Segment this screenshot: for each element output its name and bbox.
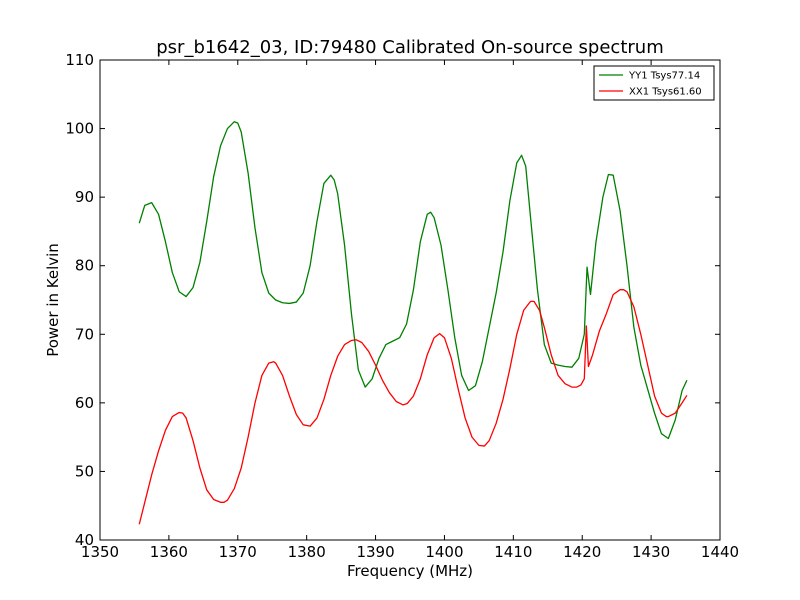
y-tick-label: 70: [75, 325, 94, 343]
y-tick-label: 80: [75, 257, 94, 275]
x-tick-label: 1440: [701, 543, 739, 561]
axes-frame: [99, 59, 721, 541]
y-axis-label: Power in Kelvin: [44, 243, 62, 357]
x-tick-label: 1380: [288, 543, 326, 561]
legend: YY1 Tsys77.14 XX1 Tsys61.60: [593, 65, 715, 101]
x-tick-label: 1350: [81, 543, 119, 561]
x-tick-label: 1420: [563, 543, 601, 561]
y-tick-label: 40: [75, 531, 94, 549]
x-tick-label: 1410: [494, 543, 532, 561]
x-axis-label: Frequency (MHz): [347, 562, 473, 580]
plot-area: [138, 121, 688, 525]
chart-title: psr_b1642_03, ID:79480 Calibrated On-sou…: [156, 37, 663, 58]
y-tick-label: 90: [75, 188, 94, 206]
series-line-yy1: [138, 121, 688, 440]
x-tick-label: 1360: [150, 543, 188, 561]
y-tick-label: 110: [65, 51, 94, 69]
legend-box: [593, 65, 715, 101]
x-tick-label: 1370: [219, 543, 257, 561]
legend-label: YY1 Tsys77.14: [628, 71, 700, 82]
series-line-xx1: [138, 289, 688, 525]
y-tick-label: 50: [75, 462, 94, 480]
x-axis: 1350 1360 1370 1380 1390 1400 1410 1420 1430 1440: [81, 60, 739, 561]
x-tick-label: 1430: [632, 543, 670, 561]
x-tick-label: 1390: [356, 543, 394, 561]
x-tick-label: 1400: [425, 543, 463, 561]
y-axis: 40 50 60 70 80 90 100 110: [65, 51, 720, 549]
legend-label: XX1 Tsys61.60: [629, 87, 702, 98]
y-tick-label: 100: [65, 120, 94, 138]
y-tick-label: 60: [75, 394, 94, 412]
